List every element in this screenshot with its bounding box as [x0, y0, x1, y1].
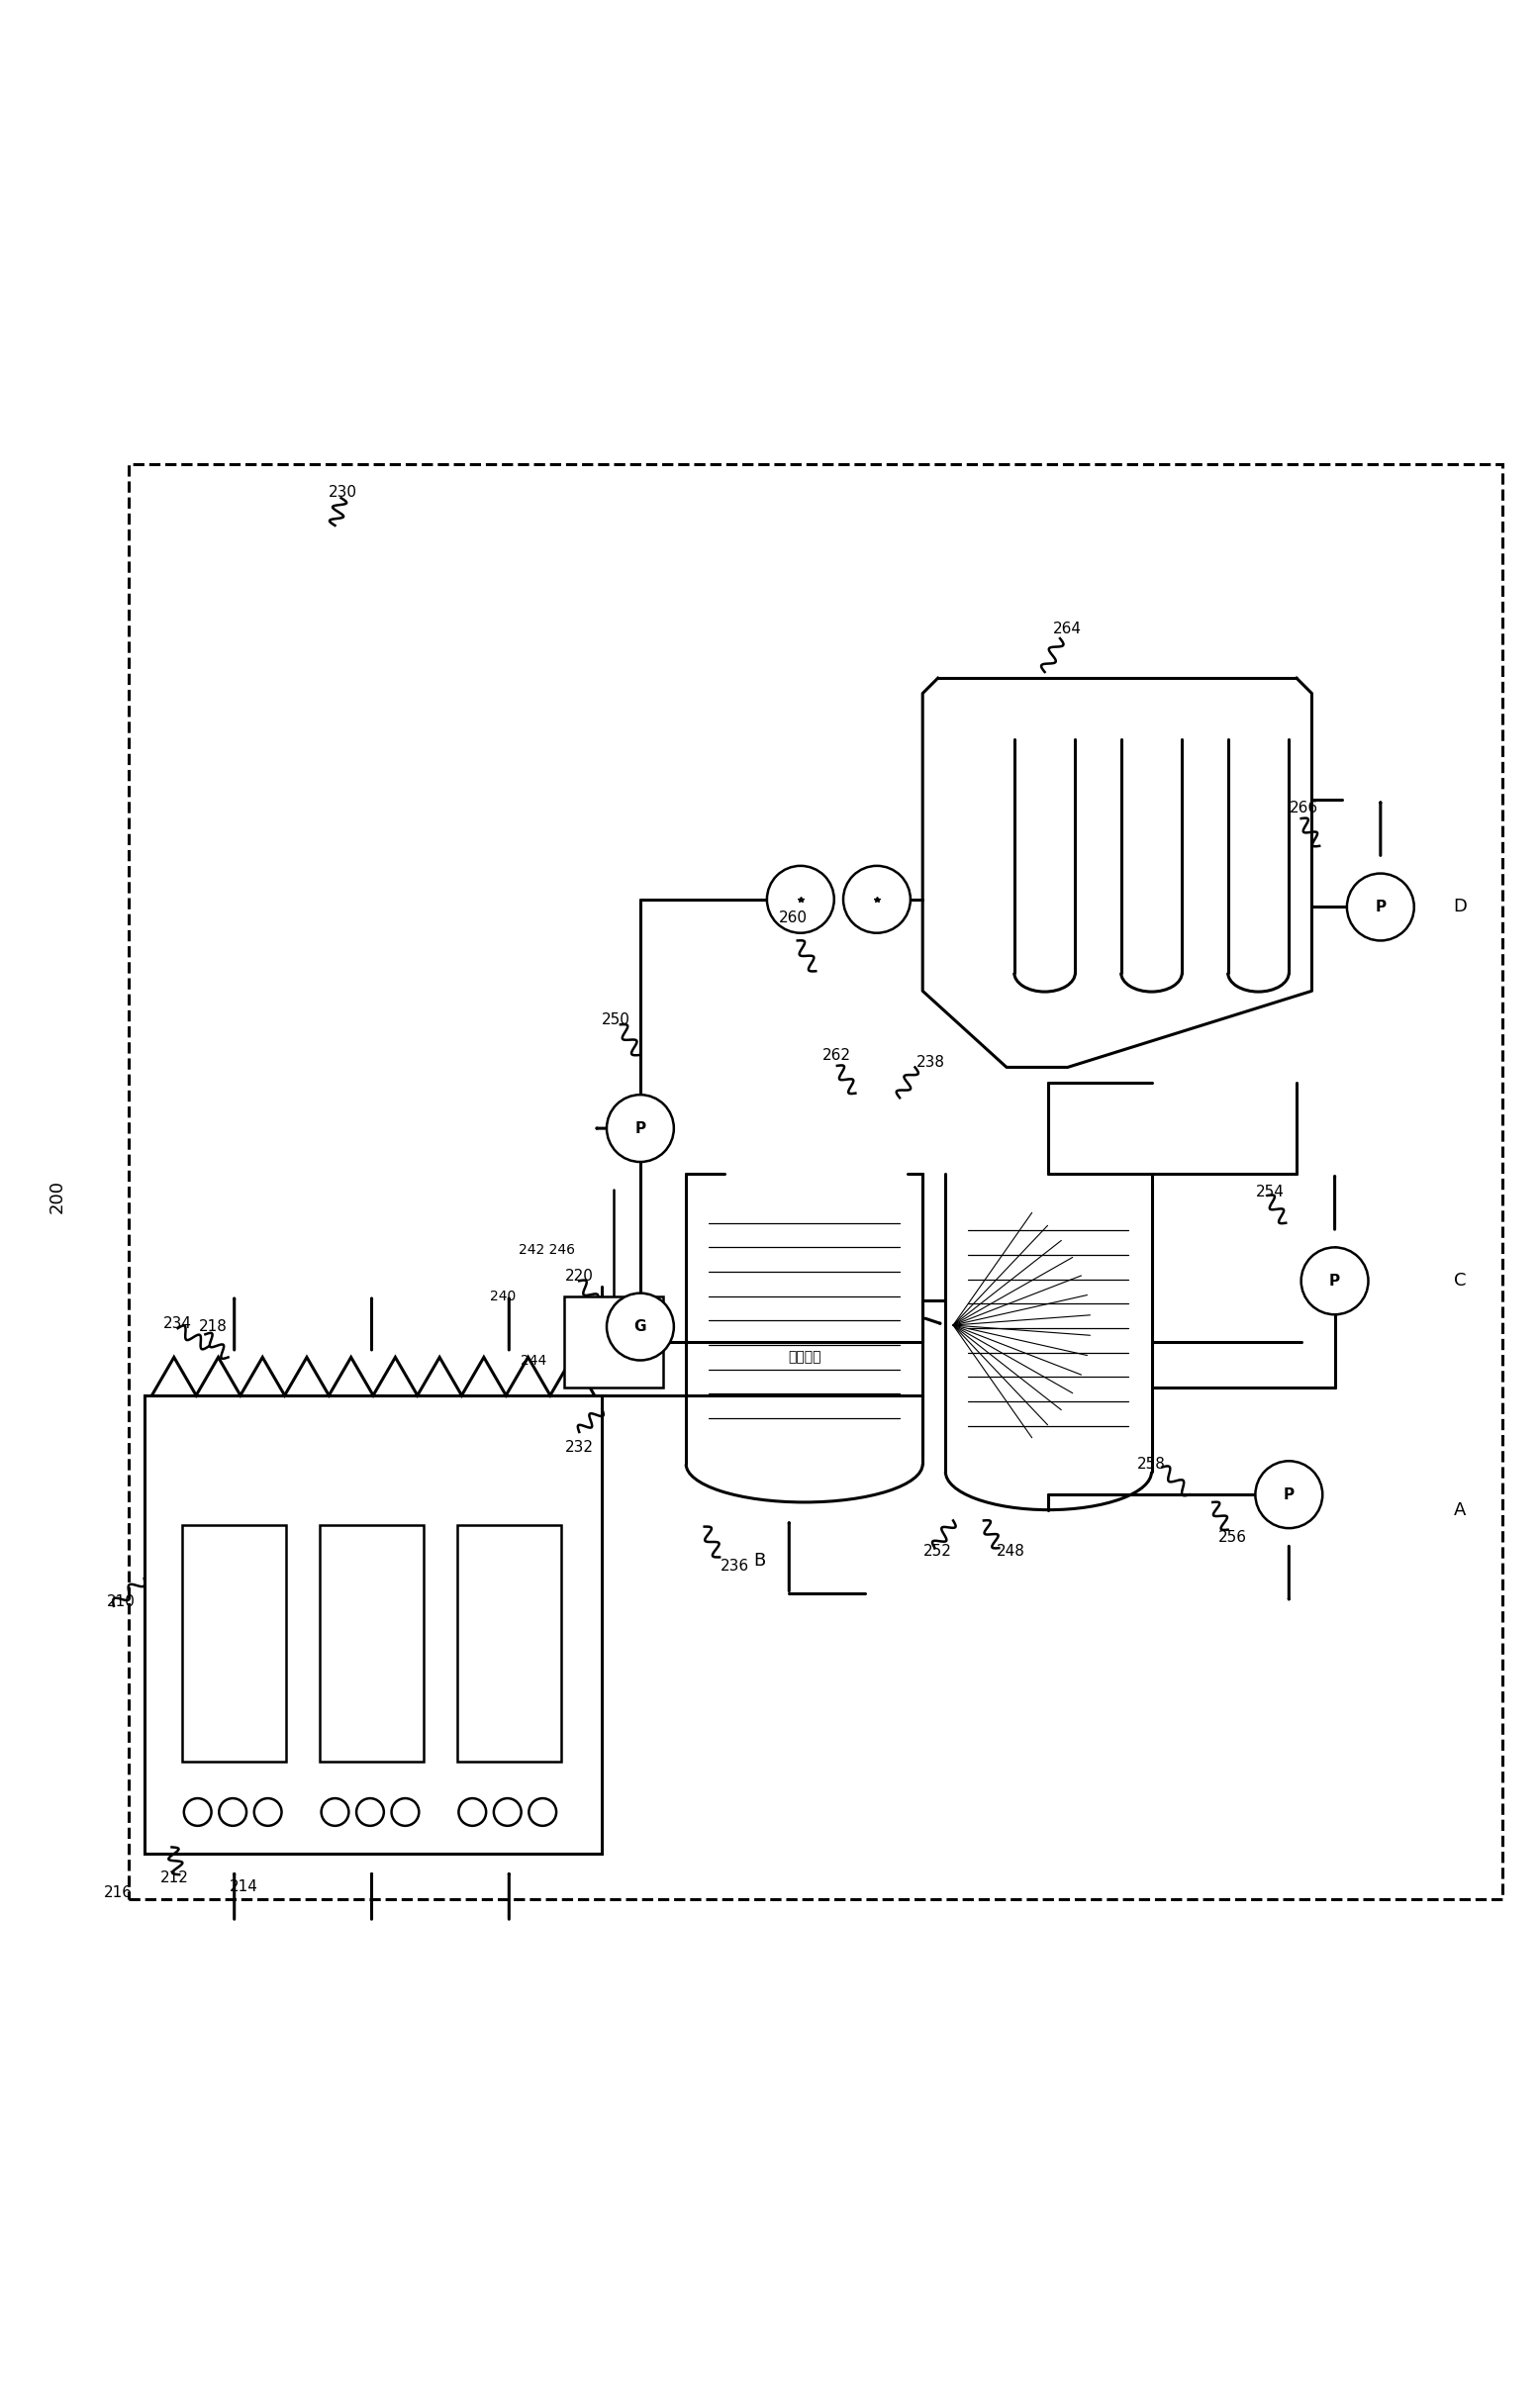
Circle shape: [607, 1293, 675, 1360]
Circle shape: [1348, 874, 1414, 941]
Text: 232: 232: [565, 1439, 593, 1456]
Bar: [457, 1525, 561, 1762]
Text: 210: 210: [108, 1594, 136, 1609]
Circle shape: [1255, 1460, 1323, 1527]
Text: 238: 238: [916, 1056, 944, 1070]
Text: 240: 240: [490, 1290, 516, 1302]
Text: 216: 216: [103, 1886, 132, 1901]
Circle shape: [607, 1094, 675, 1161]
Circle shape: [767, 867, 835, 934]
Circle shape: [183, 1798, 211, 1827]
Circle shape: [494, 1798, 521, 1827]
Text: 266: 266: [1291, 800, 1318, 816]
Circle shape: [1301, 1247, 1369, 1314]
Text: A: A: [1454, 1501, 1466, 1518]
Text: 260: 260: [779, 910, 807, 924]
Text: 258: 258: [1137, 1456, 1166, 1472]
Text: 242 246: 242 246: [519, 1242, 576, 1257]
Text: 264: 264: [1053, 622, 1083, 637]
Circle shape: [528, 1798, 556, 1827]
Text: C: C: [1454, 1271, 1466, 1290]
Text: 256: 256: [1218, 1530, 1247, 1544]
Bar: [320, 1525, 424, 1762]
Text: 254: 254: [1257, 1185, 1284, 1199]
Text: 212: 212: [160, 1870, 189, 1884]
Text: P: P: [1375, 900, 1386, 915]
Text: D: D: [1454, 898, 1466, 917]
Text: P: P: [634, 1120, 645, 1135]
Bar: [145, 1396, 602, 1853]
Text: 244: 244: [521, 1353, 547, 1367]
Circle shape: [391, 1798, 419, 1827]
Text: P: P: [1329, 1274, 1340, 1288]
Circle shape: [356, 1798, 383, 1827]
Text: G: G: [634, 1319, 647, 1333]
Circle shape: [219, 1798, 246, 1827]
Circle shape: [322, 1798, 348, 1827]
Text: 230: 230: [328, 484, 357, 500]
Bar: [182, 1525, 286, 1762]
Text: 248: 248: [996, 1544, 1026, 1558]
Circle shape: [254, 1798, 282, 1827]
Text: P: P: [1283, 1487, 1295, 1501]
Text: B: B: [753, 1551, 765, 1568]
Text: 200: 200: [48, 1180, 66, 1214]
Bar: [564, 1295, 664, 1389]
Text: 218: 218: [199, 1319, 228, 1333]
Circle shape: [459, 1798, 487, 1827]
Circle shape: [844, 867, 910, 934]
Text: 262: 262: [822, 1049, 852, 1063]
Text: 220: 220: [565, 1269, 593, 1283]
Text: 250: 250: [602, 1013, 630, 1027]
Text: 236: 236: [721, 1558, 750, 1573]
Text: 水的蕊发: 水的蕊发: [788, 1350, 821, 1365]
Text: 214: 214: [229, 1879, 257, 1894]
Text: 252: 252: [924, 1544, 952, 1558]
Text: 234: 234: [163, 1317, 192, 1331]
